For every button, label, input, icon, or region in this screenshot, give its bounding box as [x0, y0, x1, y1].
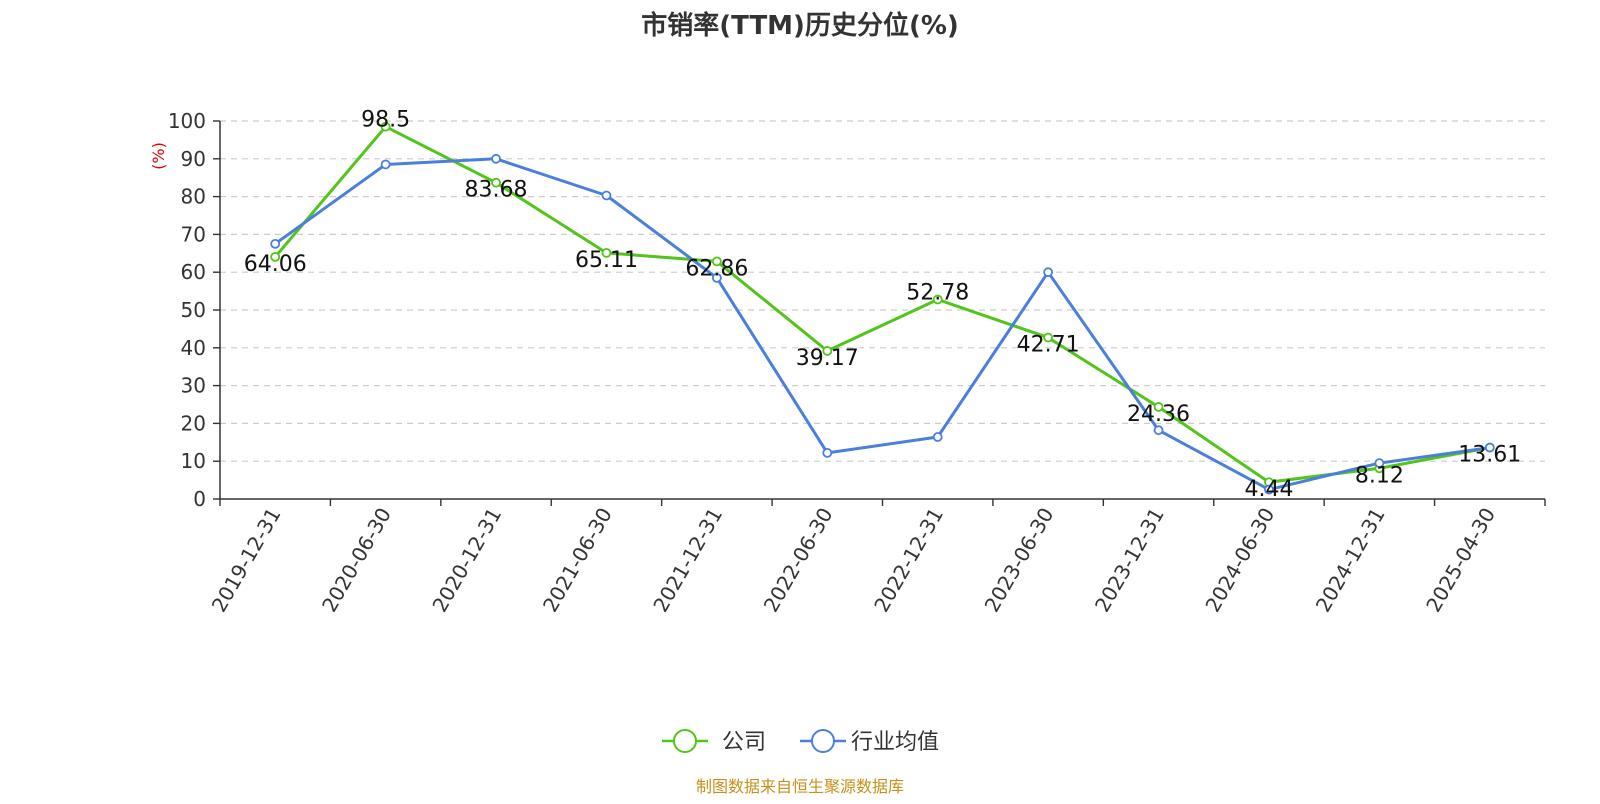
- data-point-s0: [270, 251, 281, 262]
- data-labels: 64.06 98.5 83.68 65.11 62.86 39.17 52.78 42.71 2…: [244, 108, 1522, 503]
- x-tick-label: 2024-12-31: [1311, 504, 1390, 617]
- y-axis-unit-label: (%): [149, 142, 168, 170]
- data-point-s1: [491, 153, 501, 164]
- x-tick-label: 2020-12-31: [427, 503, 506, 616]
- x-tick-label: 2021-06-30: [538, 504, 617, 617]
- y-tick-label: 30: [181, 374, 206, 398]
- x-tick-label: 2024-06-30: [1200, 504, 1279, 617]
- legend-item-1[interactable]: 行业均值: [800, 729, 939, 755]
- y-tick-label: 60: [181, 260, 206, 284]
- data-point-s0: [601, 247, 612, 258]
- legend-item-0[interactable]: 公司: [662, 729, 766, 755]
- data-label: 8.12: [1355, 463, 1404, 488]
- data-label: 65.11: [575, 248, 638, 273]
- data-label: 62.86: [685, 256, 748, 281]
- legend[interactable]: 公司 行业均值: [662, 729, 939, 755]
- y-tick-label: 80: [181, 185, 206, 209]
- data-label: 4.44: [1244, 477, 1293, 502]
- data-label: 64.06: [244, 252, 307, 277]
- data-point-s0: [491, 177, 501, 188]
- data-point-s0: [1153, 402, 1164, 412]
- data-point-s1: [822, 447, 833, 458]
- y-tick-label: 70: [181, 222, 206, 246]
- source-note: 制图数据来自恒生聚源数据库: [696, 777, 904, 796]
- legend-label: 行业均值: [851, 730, 939, 755]
- x-tick-label: 2019-12-31: [207, 504, 286, 617]
- data-point-s1: [380, 159, 391, 170]
- data-label: 39.17: [796, 346, 859, 371]
- legend-marker: [811, 729, 835, 753]
- y-tick-label: 100: [168, 109, 206, 133]
- chart-title: 市销率(TTM)历史分位(%): [641, 10, 959, 41]
- data-label: 13.61: [1458, 443, 1521, 468]
- y-tick-label: 90: [181, 147, 206, 171]
- series-lines: [274, 125, 1491, 492]
- y-tick-label: 10: [181, 449, 206, 473]
- x-tick-label: 2022-06-30: [759, 504, 838, 617]
- data-point-s1: [1153, 425, 1164, 436]
- data-point-s1: [1043, 267, 1054, 278]
- series-line-0: [274, 125, 1491, 484]
- x-tick-label: 2025-04-30: [1421, 504, 1500, 617]
- y-tick-label: 0: [193, 487, 206, 511]
- data-point-s1: [1264, 484, 1274, 495]
- data-point-s1: [1484, 442, 1495, 453]
- data-label: 42.71: [1017, 333, 1080, 358]
- x-tick-label: 2020-06-30: [317, 504, 396, 617]
- x-tick-label: 2023-06-30: [980, 504, 1059, 617]
- x-tick-label: 2022-12-31: [869, 503, 948, 616]
- x-tick-label: 2023-12-31: [1090, 504, 1169, 617]
- data-label: 52.78: [906, 280, 969, 305]
- series-points: [270, 121, 1495, 495]
- data-point-s1: [601, 190, 612, 201]
- data-point-s1: [932, 432, 943, 442]
- legend-label: 公司: [722, 730, 766, 755]
- x-tick-label: 2021-12-31: [648, 504, 727, 617]
- data-point-s1: [270, 238, 281, 249]
- data-point-s0: [711, 256, 722, 267]
- data-point-s0: [1043, 332, 1054, 343]
- y-tick-label: 20: [181, 411, 206, 435]
- data-point-s0: [822, 346, 833, 356]
- data-point-s1: [1374, 458, 1385, 468]
- data-label: 83.68: [465, 178, 528, 203]
- data-point-s1: [711, 272, 722, 283]
- y-tick-label: 50: [181, 298, 206, 322]
- data-label: 98.5: [361, 108, 410, 133]
- legend-marker: [673, 729, 697, 753]
- data-label: 24.36: [1127, 402, 1190, 427]
- y-tick-label: 40: [181, 336, 206, 360]
- series-line-1: [274, 157, 1491, 492]
- data-point-s0: [932, 294, 943, 305]
- data-point-s0: [380, 121, 391, 132]
- grid-lines: [220, 120, 1545, 462]
